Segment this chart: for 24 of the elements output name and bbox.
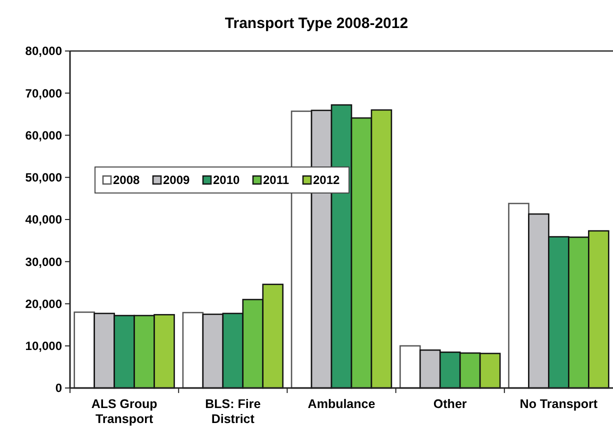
x-tick-label: Other bbox=[433, 397, 467, 411]
x-tick-label: BLS: Fire District bbox=[205, 397, 261, 426]
y-tick-label: 30,000 bbox=[25, 254, 62, 269]
y-tick-label: 80,000 bbox=[25, 44, 62, 58]
legend-label: 2010 bbox=[213, 173, 240, 188]
x-tick-label: ALS Group Transport bbox=[91, 397, 158, 426]
x-tick-label: Ambulance bbox=[308, 397, 376, 411]
y-tick-label: 50,000 bbox=[25, 170, 62, 185]
y-tick-label: 60,000 bbox=[25, 128, 62, 142]
y-tick-label: 40,000 bbox=[25, 212, 62, 227]
y-tick-label: 0 bbox=[55, 381, 62, 396]
chart-title: Transport Type 2008-2012 bbox=[224, 15, 408, 32]
y-tick-label: 20,000 bbox=[25, 296, 62, 311]
y-tick-label: 70,000 bbox=[25, 86, 62, 100]
x-tick-label: No Transport bbox=[520, 397, 598, 411]
legend-label: 2011 bbox=[263, 173, 290, 188]
bar bbox=[74, 312, 95, 389]
legend-label: 2009 bbox=[163, 173, 190, 188]
legend-label: 2012 bbox=[313, 173, 340, 188]
bar bbox=[508, 202, 530, 389]
legend-label: 2008 bbox=[113, 173, 140, 188]
y-tick-label: 10,000 bbox=[25, 339, 62, 354]
bar bbox=[182, 312, 204, 389]
bar bbox=[399, 345, 421, 389]
